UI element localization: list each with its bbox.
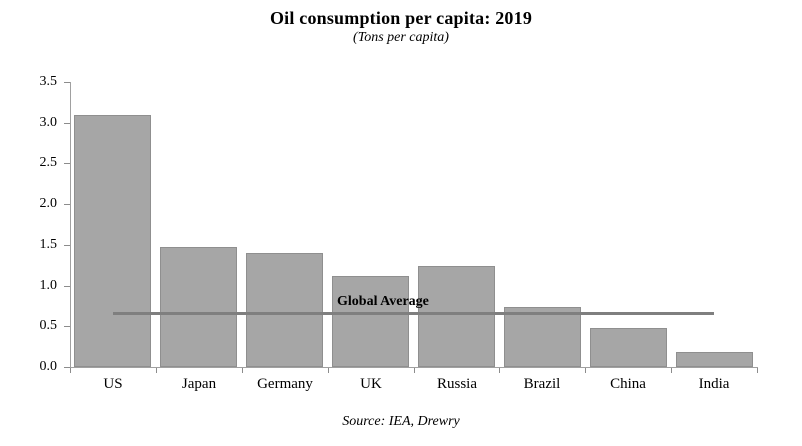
y-tick bbox=[64, 367, 70, 368]
y-tick bbox=[64, 123, 70, 124]
y-tick-label: 1.0 bbox=[39, 278, 58, 293]
x-tick bbox=[242, 368, 243, 373]
y-tick bbox=[64, 82, 70, 83]
x-category-label: India bbox=[698, 376, 730, 392]
y-axis-line bbox=[70, 82, 71, 367]
chart-title: Oil consumption per capita: 2019 bbox=[269, 8, 533, 28]
source-note: Source: IEA, Drewry bbox=[342, 414, 460, 429]
y-tick bbox=[64, 326, 70, 327]
x-tick bbox=[585, 368, 586, 373]
x-tick bbox=[156, 368, 157, 373]
global-average-line bbox=[113, 312, 714, 315]
x-category-label: Germany bbox=[257, 376, 313, 392]
chart-subtitle: (Tons per capita) bbox=[353, 30, 449, 45]
bar bbox=[590, 328, 667, 367]
y-tick-label: 3.0 bbox=[39, 115, 58, 130]
x-category-label: US bbox=[103, 376, 123, 392]
bar bbox=[504, 307, 581, 367]
x-category-label: UK bbox=[360, 376, 382, 392]
y-tick-label: 2.0 bbox=[39, 196, 58, 211]
x-tick bbox=[499, 368, 500, 373]
y-tick bbox=[64, 245, 70, 246]
global-average-label: Global Average bbox=[337, 294, 429, 309]
x-tick bbox=[70, 368, 71, 373]
y-tick-label: 0.5 bbox=[39, 318, 58, 333]
bar bbox=[418, 266, 495, 367]
bar bbox=[332, 276, 409, 367]
x-tick bbox=[414, 368, 415, 373]
y-tick-label: 0.0 bbox=[39, 359, 58, 374]
bar bbox=[74, 115, 151, 367]
bar bbox=[676, 352, 753, 367]
x-tick bbox=[671, 368, 672, 373]
x-category-label: Russia bbox=[436, 376, 477, 392]
bar bbox=[160, 247, 237, 367]
x-category-label: Japan bbox=[181, 376, 217, 392]
y-tick bbox=[64, 163, 70, 164]
x-category-label: China bbox=[610, 376, 646, 392]
y-tick bbox=[64, 286, 70, 287]
y-tick-label: 2.5 bbox=[39, 155, 58, 170]
x-axis-line bbox=[70, 367, 758, 368]
y-tick-label: 1.5 bbox=[39, 237, 58, 252]
x-tick bbox=[757, 368, 758, 373]
x-category-label: Brazil bbox=[523, 376, 561, 392]
x-tick bbox=[328, 368, 329, 373]
bar bbox=[246, 253, 323, 367]
y-tick bbox=[64, 204, 70, 205]
y-tick-label: 3.5 bbox=[39, 74, 58, 89]
